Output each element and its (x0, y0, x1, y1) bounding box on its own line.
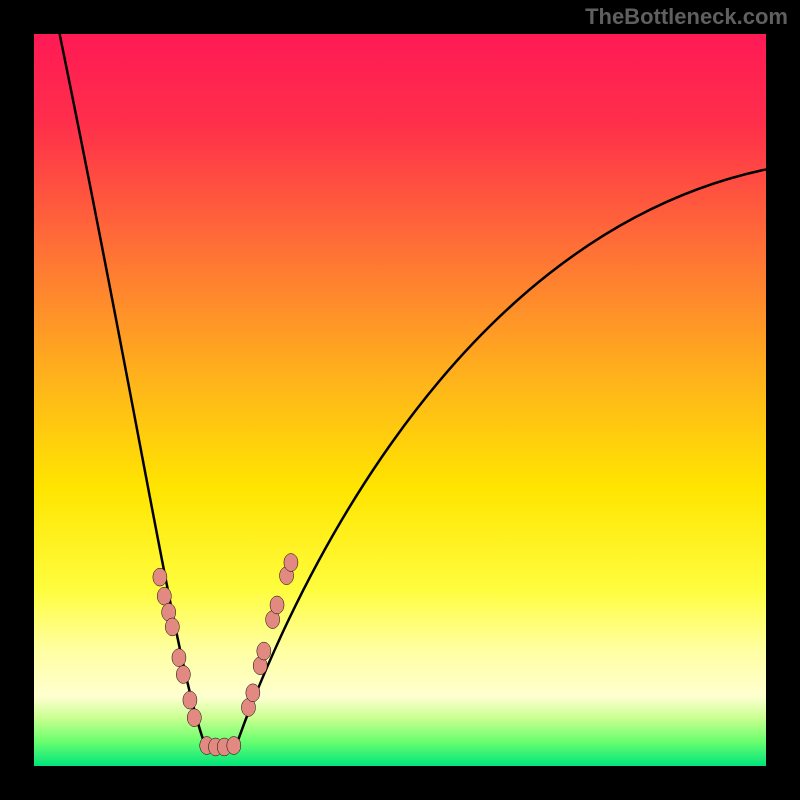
data-marker (270, 596, 284, 614)
chart-container: TheBottleneck.com (0, 0, 800, 800)
marker-group (153, 554, 298, 756)
data-marker (284, 554, 298, 572)
v-curve (60, 34, 766, 748)
curve-layer (34, 34, 766, 766)
data-marker (172, 649, 186, 667)
plot-area (34, 34, 766, 766)
data-marker (257, 642, 271, 660)
data-marker (246, 684, 260, 702)
data-marker (153, 568, 167, 586)
data-marker (165, 618, 179, 636)
data-marker (227, 737, 241, 755)
data-marker (187, 709, 201, 727)
data-marker (183, 691, 197, 709)
data-marker (157, 587, 171, 605)
watermark-text: TheBottleneck.com (585, 4, 788, 30)
data-marker (176, 666, 190, 684)
